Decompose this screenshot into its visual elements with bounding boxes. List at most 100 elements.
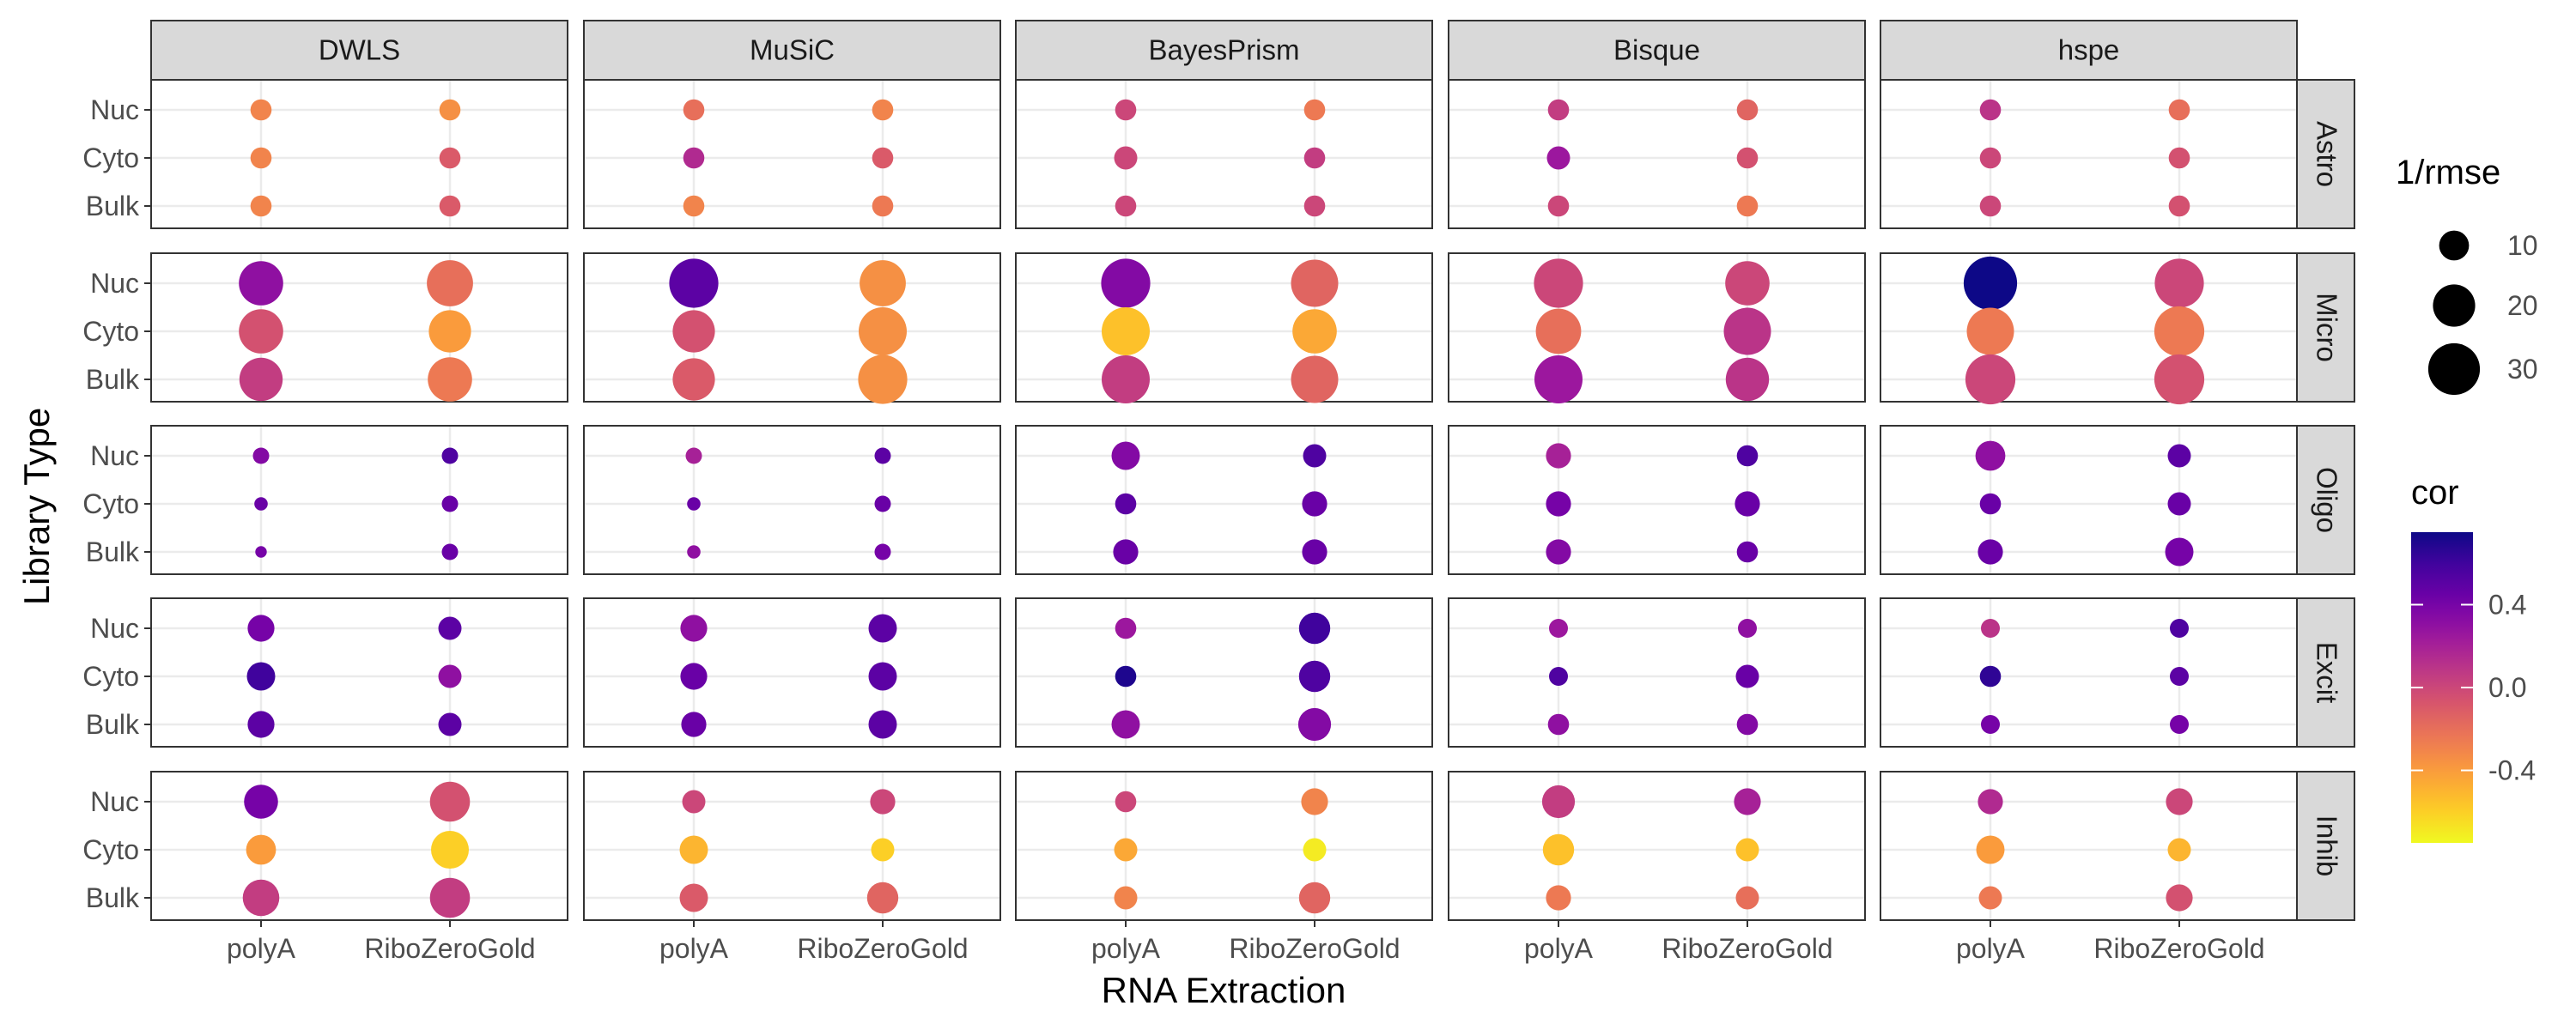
- data-point: [870, 789, 896, 815]
- panel-border: [583, 597, 1001, 748]
- data-point: [250, 195, 272, 217]
- x-tick-label: polyA: [1524, 933, 1594, 964]
- data-point: [2170, 667, 2189, 686]
- data-point: [254, 497, 268, 511]
- data-point: [1535, 308, 1582, 354]
- panel-border: [1448, 597, 1866, 748]
- data-point: [2154, 306, 2205, 357]
- data-point: [1298, 612, 1331, 645]
- data-point: [1111, 441, 1140, 470]
- data-point: [1979, 147, 2002, 169]
- data-point: [859, 307, 907, 355]
- panel-background: [1880, 80, 2297, 228]
- panel-background: [584, 253, 1000, 402]
- data-point: [1111, 710, 1140, 739]
- data-point: [1546, 539, 1571, 565]
- panel-background: [151, 253, 568, 402]
- size-legend-key: [2427, 342, 2481, 396]
- data-point: [1546, 885, 1571, 911]
- panel-background: [151, 598, 568, 747]
- panel-border: [1015, 79, 1433, 229]
- y-tick-label: Bulk: [86, 364, 140, 395]
- strip-label: Excit: [2311, 642, 2342, 704]
- y-tick-label: Cyto: [82, 142, 139, 173]
- data-point: [1303, 195, 1326, 217]
- panel-hspe-astro: [1880, 79, 2298, 229]
- data-point: [680, 615, 708, 642]
- strip-dwls: [150, 20, 568, 81]
- data-point: [1978, 789, 2003, 815]
- strip-label: Bisque: [1613, 34, 1700, 66]
- data-point: [441, 543, 459, 560]
- panel-background: [1016, 598, 1432, 747]
- panel-border: [583, 771, 1001, 921]
- data-point: [1981, 619, 2000, 638]
- data-point: [1979, 493, 2002, 515]
- data-point: [1735, 838, 1759, 862]
- data-point: [1976, 835, 2005, 864]
- panel-background: [1016, 253, 1432, 402]
- data-point: [1736, 541, 1759, 563]
- data-point: [439, 99, 461, 121]
- data-point: [1736, 713, 1759, 736]
- panel-border: [1015, 425, 1433, 575]
- panel-hspe-inhib: [1880, 771, 2298, 921]
- data-point: [1547, 99, 1570, 121]
- data-point: [2167, 444, 2191, 468]
- data-point: [1546, 443, 1571, 469]
- data-point: [250, 99, 272, 121]
- panel-bayesprism-inhib: [1015, 771, 1433, 921]
- panel-music-micro: [583, 252, 1001, 403]
- panel-music-excit: [583, 597, 1001, 748]
- y-tick-label: Nuc: [90, 613, 139, 644]
- x-tick-label: polyA: [659, 933, 729, 964]
- data-point: [1534, 355, 1583, 403]
- data-point: [429, 781, 471, 822]
- data-point: [687, 497, 701, 511]
- data-point: [1115, 493, 1137, 515]
- data-point: [1301, 788, 1328, 815]
- panel-border: [1880, 597, 2298, 748]
- data-point: [428, 357, 472, 402]
- y-tick-label: Nuc: [90, 268, 139, 299]
- panel-border: [150, 252, 568, 403]
- panel-background: [584, 80, 1000, 228]
- data-point: [247, 711, 275, 738]
- x-tick-label: polyA: [1956, 933, 2026, 964]
- data-point: [1302, 491, 1327, 517]
- panel-bayesprism-oligo: [1015, 425, 1433, 575]
- strip-inhib: [2293, 771, 2355, 921]
- data-point: [239, 357, 283, 402]
- data-point: [1115, 665, 1137, 688]
- data-point: [2168, 147, 2190, 169]
- size-legend-key: [2433, 284, 2476, 327]
- color-legend-label: -0.4: [2488, 755, 2536, 786]
- data-point: [1736, 195, 1759, 217]
- data-point: [1114, 146, 1138, 170]
- data-point: [2154, 258, 2204, 308]
- y-tick-label: Bulk: [86, 882, 140, 913]
- data-point: [1541, 785, 1576, 819]
- data-point: [1115, 99, 1137, 121]
- data-point: [874, 543, 891, 560]
- panel-border: [1015, 252, 1433, 403]
- panel-background: [584, 426, 1000, 574]
- panels-layer: DWLS MuSiC BayesPrism Bisque hspe Astro Micro O…: [82, 20, 2355, 964]
- panel-bisque-oligo: [1448, 425, 1866, 575]
- data-point: [669, 258, 719, 308]
- panel-border: [1880, 771, 2298, 921]
- data-point: [868, 614, 897, 643]
- data-point: [2154, 354, 2205, 405]
- size-legend-label: 20: [2507, 290, 2538, 321]
- data-point: [1303, 147, 1326, 169]
- panel-border: [583, 425, 1001, 575]
- data-point: [1978, 539, 2003, 565]
- data-point: [1549, 667, 1568, 686]
- y-tick-label: Cyto: [82, 488, 139, 519]
- panel-border: [150, 79, 568, 229]
- data-point: [1735, 886, 1759, 910]
- data-point: [1546, 491, 1571, 517]
- data-point: [1963, 256, 2018, 311]
- panel-background: [1880, 253, 2297, 402]
